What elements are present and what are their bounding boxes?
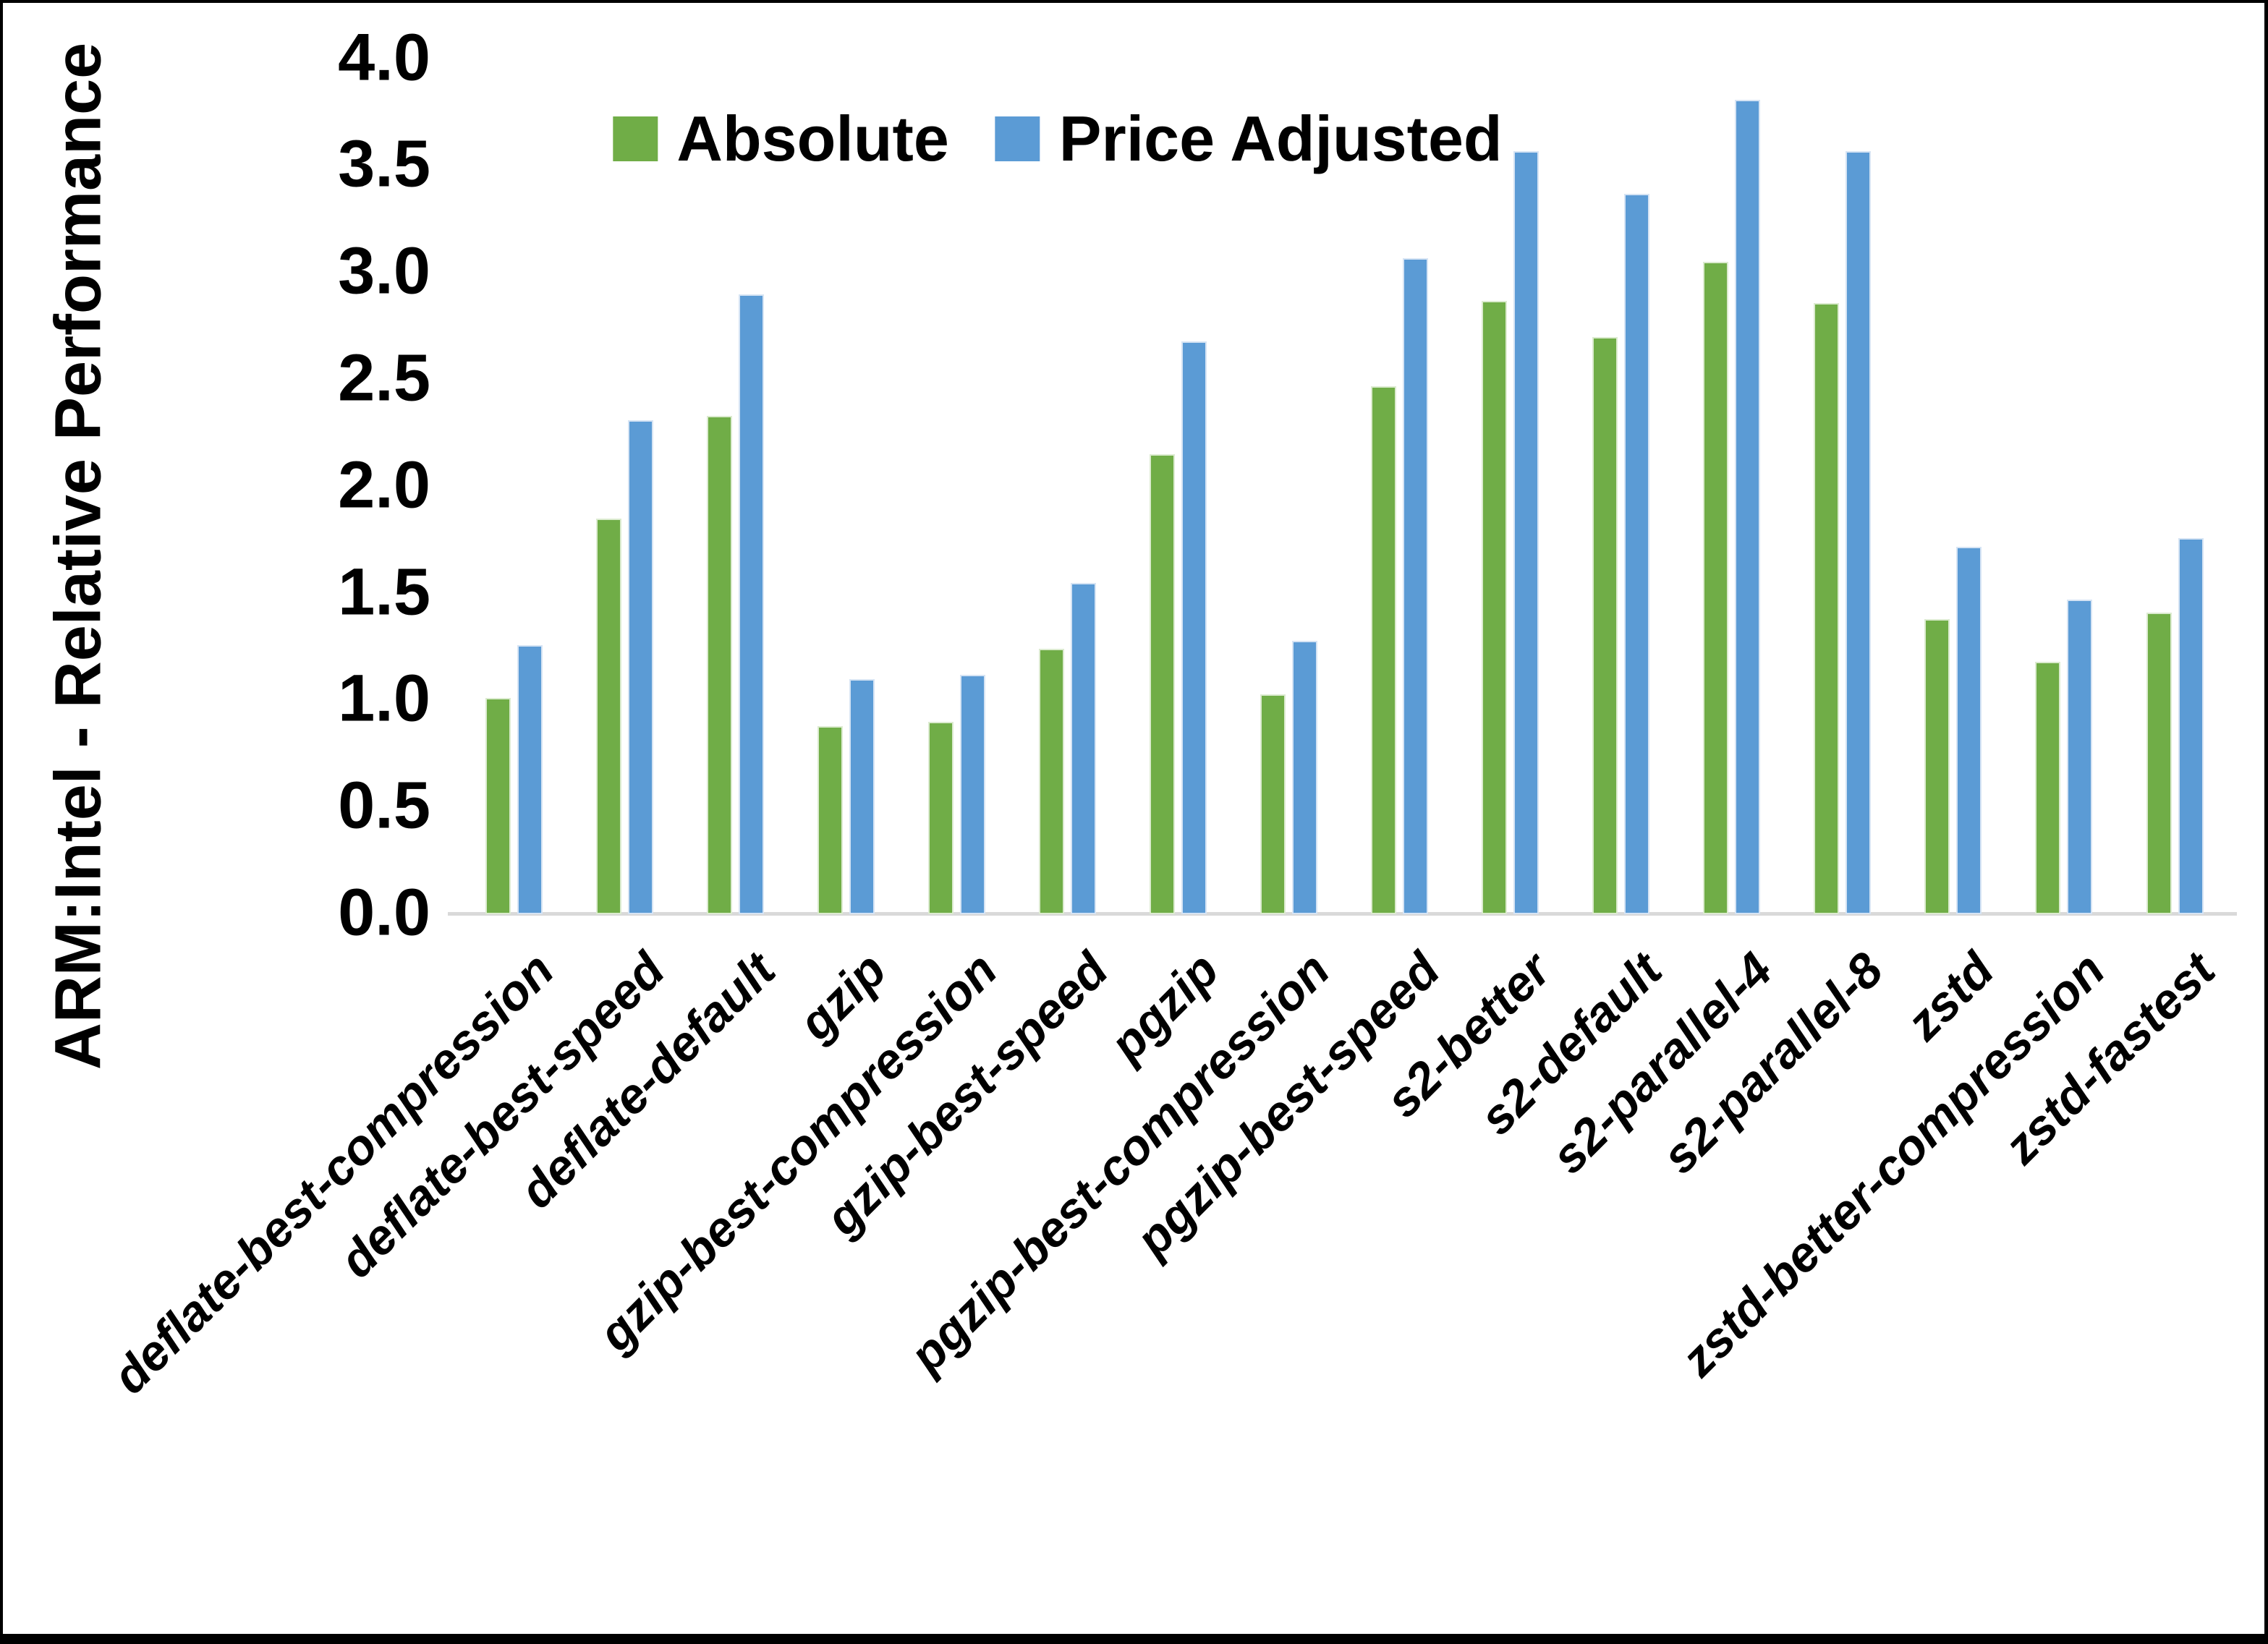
bar-price-adjusted-deflate-best-compression <box>517 644 543 914</box>
bar-price-adjusted-gzip-best-compression <box>959 674 985 914</box>
y-tick-label: 3.5 <box>338 127 430 201</box>
y-tick-label: 3.0 <box>338 234 430 308</box>
legend-item-absolute: Absolute <box>613 102 949 176</box>
bar-price-adjusted-s2-parallel-4 <box>1735 99 1761 914</box>
y-tick-label: 4.0 <box>338 20 430 94</box>
legend: Absolute Price Adjusted <box>613 95 1503 182</box>
x-axis-line <box>448 912 2237 916</box>
bar-price-adjusted-zstd-better-compression <box>2067 600 2093 914</box>
legend-item-price-adjusted: Price Adjusted <box>995 102 1503 176</box>
bar-price-adjusted-pgzip-best-speed <box>1403 257 1429 914</box>
bar-price-adjusted-zstd <box>1956 546 1982 914</box>
bar-price-adjusted-s2-parallel-8 <box>1846 150 1872 914</box>
bar-absolute-deflate-default <box>706 416 732 914</box>
bar-absolute-pgzip-best-speed <box>1371 386 1397 914</box>
bar-absolute-zstd <box>1924 619 1950 914</box>
plot-area: 4.0 3.5 3.0 2.5 2.0 1.5 1.0 0.5 0.0 deflate-best-… <box>3 3 2264 1634</box>
bar-absolute-deflate-best-speed <box>595 519 621 914</box>
bar-absolute-pgzip-best-compression <box>1260 694 1286 914</box>
bar-price-adjusted-pgzip <box>1181 341 1207 914</box>
legend-swatch-price-adjusted <box>995 116 1040 161</box>
bar-absolute-deflate-best-compression <box>485 698 511 914</box>
bar-price-adjusted-s2-better <box>1513 150 1539 914</box>
bar-price-adjusted-deflate-default <box>738 294 764 914</box>
bar-absolute-s2-better <box>1482 300 1508 914</box>
bar-price-adjusted-pgzip-best-compression <box>1291 640 1317 914</box>
y-tick-label: 2.0 <box>338 448 430 522</box>
y-tick-label: 2.5 <box>338 341 430 415</box>
bar-price-adjusted-zstd-fastest <box>2178 537 2204 914</box>
legend-label-price-adjusted: Price Adjusted <box>1058 103 1503 174</box>
bar-absolute-gzip-best-speed <box>1038 649 1064 914</box>
bar-price-adjusted-deflate-best-speed <box>627 420 653 914</box>
x-category-label-deflate-best-compression: deflate-best-compression <box>102 942 565 1405</box>
bar-absolute-s2-default <box>1592 336 1618 914</box>
legend-swatch-absolute <box>613 116 658 161</box>
bar-price-adjusted-s2-default <box>1624 193 1650 914</box>
bar-absolute-zstd-better-compression <box>2035 662 2061 914</box>
y-tick-label: 0.5 <box>338 768 430 843</box>
bar-price-adjusted-gzip-best-speed <box>1070 582 1096 914</box>
bar-absolute-zstd-fastest <box>2146 613 2172 914</box>
bar-price-adjusted-gzip <box>849 678 875 914</box>
legend-label-absolute: Absolute <box>676 103 949 174</box>
bar-absolute-s2-parallel-8 <box>1814 302 1840 914</box>
y-tick-label: 1.5 <box>338 554 430 629</box>
bar-absolute-pgzip <box>1149 454 1175 914</box>
y-tick-label: 1.0 <box>338 661 430 736</box>
bar-absolute-gzip <box>817 725 843 914</box>
bar-absolute-gzip-best-compression <box>927 721 954 914</box>
y-tick-label: 0.0 <box>338 875 430 950</box>
bar-absolute-s2-parallel-4 <box>1703 262 1729 914</box>
